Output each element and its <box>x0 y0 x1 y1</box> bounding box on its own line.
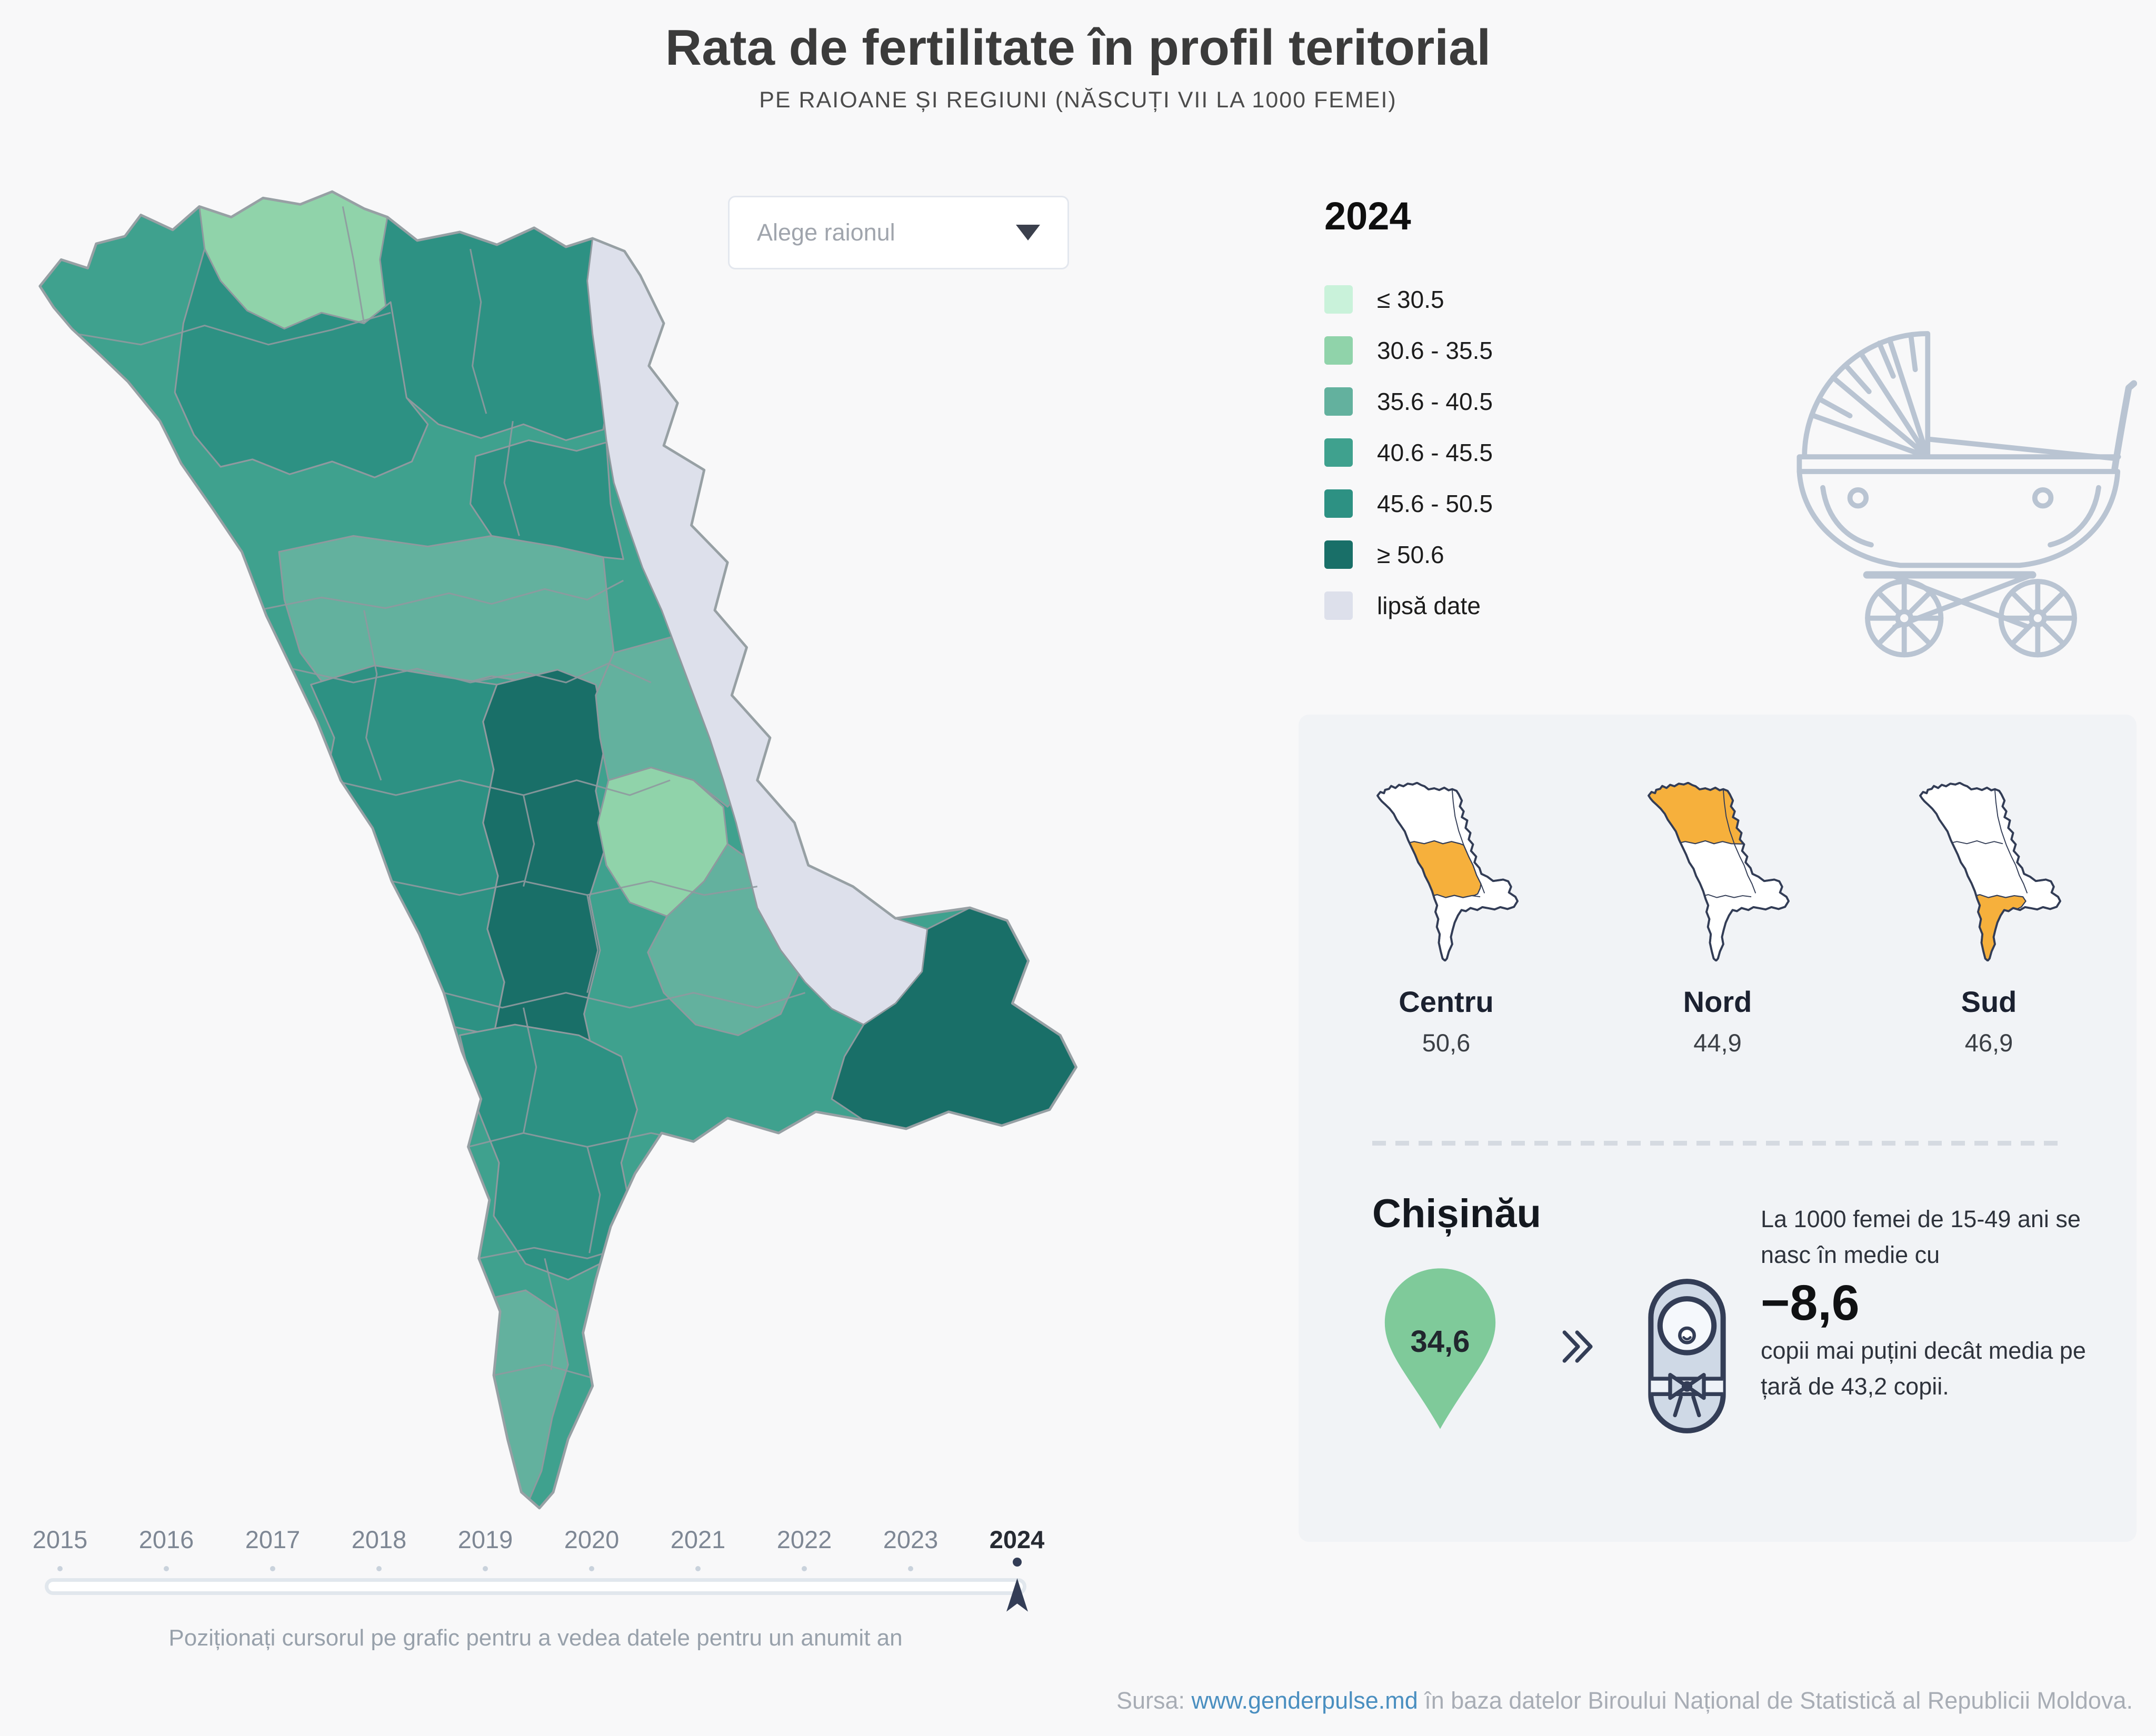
legend-label: ≤ 30.5 <box>1377 285 1444 313</box>
region-name: Nord <box>1683 985 1752 1018</box>
region-card-centru: Centru 50,6 <box>1323 782 1570 1057</box>
district-select-placeholder: Alege raionul <box>757 219 895 246</box>
year-label[interactable]: 2016 <box>138 1526 194 1553</box>
district-shape[interactable] <box>310 665 505 1036</box>
legend-swatch <box>1324 336 1353 365</box>
year-tick-dot <box>908 1566 913 1571</box>
legend-row: 45.6 - 50.5 <box>1324 478 1493 529</box>
legend-row: 40.6 - 45.5 <box>1324 427 1493 478</box>
legend-label: 45.6 - 50.5 <box>1377 489 1493 517</box>
page-title: Rata de fertilitate în profil teritorial <box>665 19 1491 76</box>
year-label[interactable]: 2018 <box>351 1526 407 1553</box>
year-tick-dot <box>57 1566 63 1571</box>
map-pin-icon <box>1384 1268 1496 1429</box>
chisinau-value: 34,6 <box>1410 1324 1470 1359</box>
note-rest: copii mai puțini decât media pe țară de … <box>1761 1337 2086 1400</box>
source-line: Sursa: www.genderpulse.md în baza datelo… <box>1116 1687 2133 1714</box>
dashed-divider <box>1372 1141 2063 1146</box>
year-slider-handle[interactable] <box>1005 1578 1029 1613</box>
district-borders <box>77 206 806 1379</box>
legend-swatch <box>1324 591 1353 620</box>
baby-carriage-icon <box>1796 331 2137 658</box>
year-tick-dot <box>695 1566 701 1571</box>
year-tick-dot <box>164 1566 169 1571</box>
year-label[interactable]: 2021 <box>670 1526 726 1553</box>
source-prefix: Sursa: <box>1116 1687 1192 1714</box>
year-slider-dot <box>1013 1558 1022 1567</box>
moldova-choropleth-map[interactable] <box>13 185 1087 1513</box>
year-label-selected[interactable]: 2024 <box>989 1526 1045 1553</box>
legend-row: 35.6 - 40.5 <box>1324 376 1493 427</box>
district-shape[interactable] <box>470 439 624 560</box>
legend-swatch <box>1324 285 1353 314</box>
legend-label: ≥ 50.6 <box>1377 540 1444 568</box>
year-tick-dot <box>376 1566 382 1571</box>
legend-label: 35.6 - 40.5 <box>1377 387 1493 415</box>
legend-label: lipsă date <box>1377 591 1481 619</box>
legend-row: 30.6 - 35.5 <box>1324 325 1493 376</box>
year-label[interactable]: 2017 <box>245 1526 301 1553</box>
chisinau-title: Chișinău <box>1372 1191 1541 1236</box>
year-slider-track[interactable] <box>45 1578 1026 1595</box>
map-legend: ≤ 30.5 30.6 - 35.5 35.6 - 40.5 40.6 - 45… <box>1324 274 1493 631</box>
legend-year: 2024 <box>1324 194 1411 238</box>
source-suffix: în baza datelor Biroului Național de Sta… <box>1418 1687 2133 1714</box>
page-subtitle: PE RAIOANE ȘI REGIUNI (NĂSCUȚI VII LA 10… <box>759 87 1397 113</box>
region-card-sud: Sud 46,9 <box>1865 782 2113 1057</box>
legend-swatch <box>1324 540 1353 569</box>
year-label[interactable]: 2019 <box>457 1526 513 1553</box>
source-link[interactable]: www.genderpulse.md <box>1191 1687 1418 1714</box>
district-chisinau[interactable] <box>597 767 728 917</box>
year-tick-dot <box>802 1566 807 1571</box>
year-label[interactable]: 2022 <box>776 1526 832 1553</box>
region-map-sud <box>1919 782 2061 961</box>
region-card-nord: Nord 44,9 <box>1594 782 1841 1057</box>
region-name: Centru <box>1399 985 1494 1018</box>
region-map-centru <box>1376 782 1519 961</box>
legend-row: ≥ 50.6 <box>1324 529 1493 580</box>
slider-hint: Poziționați cursorul pe grafic pentru a … <box>168 1625 903 1651</box>
legend-swatch <box>1324 489 1353 518</box>
district-select[interactable]: Alege raionul <box>728 196 1069 269</box>
regions-row: Centru 50,6 Nord 44,9 <box>1299 782 2137 1057</box>
legend-label: 30.6 - 35.5 <box>1377 336 1493 364</box>
region-map-nord <box>1648 782 1790 961</box>
legend-swatch <box>1324 438 1353 467</box>
region-name: Sud <box>1961 985 2017 1018</box>
year-label[interactable]: 2023 <box>883 1526 939 1553</box>
legend-swatch <box>1324 387 1353 416</box>
year-tick-dot <box>270 1566 275 1571</box>
legend-label: 40.6 - 45.5 <box>1377 438 1493 466</box>
note-intro: La 1000 femei de 15-49 ani se nasc în me… <box>1761 1206 2081 1268</box>
region-value: 46,9 <box>1964 1029 2013 1057</box>
legend-row: lipsă date <box>1324 580 1493 631</box>
chisinau-pin: 34,6 <box>1372 1262 1508 1436</box>
year-tick-dot <box>483 1566 488 1571</box>
chisinau-note: La 1000 femei de 15-49 ani se nasc în me… <box>1761 1201 2105 1404</box>
region-value: 44,9 <box>1693 1029 1742 1057</box>
year-tick-dot <box>589 1566 594 1571</box>
chevron-down-icon <box>1016 225 1040 240</box>
double-chevron-right-icon <box>1562 1330 1593 1363</box>
regions-panel: Centru 50,6 Nord 44,9 <box>1299 715 2137 1542</box>
region-value: 50,6 <box>1422 1029 1471 1057</box>
year-label[interactable]: 2015 <box>32 1526 88 1553</box>
note-difference-value: −8,6 <box>1761 1275 1860 1331</box>
swaddled-baby-icon <box>1648 1279 1726 1433</box>
legend-row: ≤ 30.5 <box>1324 274 1493 325</box>
year-label[interactable]: 2020 <box>564 1526 620 1553</box>
